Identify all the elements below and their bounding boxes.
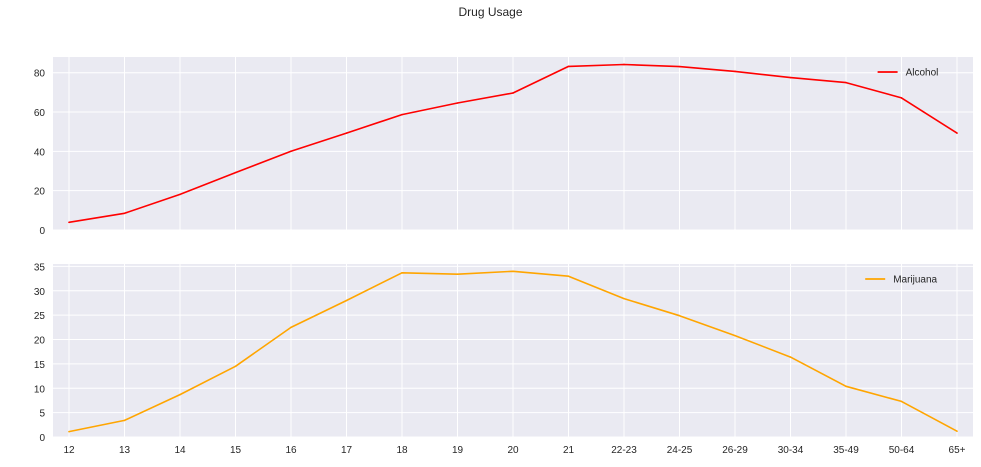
- y-tick-label: 80: [34, 69, 46, 80]
- x-tick-label: 22-23: [611, 445, 637, 456]
- y-tick-label: 60: [34, 108, 46, 119]
- data-point: [567, 275, 570, 277]
- x-tick-label: 18: [396, 445, 408, 456]
- legend-label: Marijuana: [893, 275, 937, 286]
- data-point: [345, 299, 348, 302]
- data-point: [900, 97, 903, 99]
- y-tick-label: 5: [39, 409, 45, 420]
- x-tick-label: 15: [230, 445, 242, 456]
- x-tick-label: 17: [341, 445, 353, 456]
- y-tick-label: 30: [34, 287, 46, 298]
- data-point: [567, 65, 570, 68]
- data-point: [678, 65, 681, 68]
- y-tick-label: 35: [34, 262, 46, 273]
- x-tick-label: 26-29: [722, 445, 748, 456]
- y-tick-label: 40: [34, 147, 46, 158]
- x-tick-label: 16: [285, 445, 297, 456]
- x-tick-label: 14: [174, 445, 186, 456]
- y-tick-label: 20: [34, 336, 46, 347]
- data-point: [845, 81, 847, 84]
- data-point: [401, 113, 403, 116]
- data-point: [623, 63, 625, 66]
- data-point: [789, 356, 792, 358]
- data-point: [68, 221, 70, 224]
- x-tick-label: 13: [119, 445, 131, 456]
- x-tick-label: 20: [507, 445, 519, 456]
- data-point: [290, 326, 292, 329]
- x-tick-label: 24-25: [667, 445, 693, 456]
- data-point: [290, 150, 292, 152]
- data-point: [68, 430, 70, 433]
- data-point: [234, 171, 237, 174]
- data-point: [845, 385, 847, 388]
- data-point: [123, 212, 126, 215]
- y-tick-label: 15: [34, 360, 46, 371]
- data-point: [512, 92, 514, 94]
- data-point: [789, 76, 792, 79]
- data-point: [456, 273, 459, 276]
- y-tick-label: 10: [34, 384, 46, 395]
- x-tick-label: 30-34: [778, 445, 804, 456]
- x-tick-label: 19: [452, 445, 464, 456]
- data-point: [401, 271, 403, 274]
- data-point: [123, 419, 126, 422]
- data-point: [456, 102, 459, 104]
- data-point: [956, 132, 958, 134]
- x-tick-label: 35-49: [833, 445, 859, 456]
- data-point: [678, 314, 681, 317]
- data-point: [345, 132, 348, 134]
- y-tick-label: 0: [39, 226, 45, 237]
- data-point: [734, 70, 736, 73]
- y-tick-label: 20: [34, 187, 46, 198]
- figure-title: Drug Usage: [458, 5, 523, 19]
- x-tick-label: 50-64: [889, 445, 915, 456]
- data-point: [623, 297, 625, 300]
- y-tick-label: 0: [39, 433, 45, 444]
- x-tick-label: 65+: [949, 445, 966, 456]
- data-point: [512, 270, 514, 273]
- data-point: [179, 393, 181, 396]
- data-point: [956, 430, 958, 432]
- y-tick-label: 25: [34, 311, 46, 322]
- x-tick-label: 12: [63, 445, 75, 456]
- data-point: [179, 193, 181, 196]
- x-tick-label: 21: [563, 445, 575, 456]
- legend-label: Alcohol: [906, 68, 939, 79]
- data-point: [734, 334, 736, 337]
- data-point: [900, 400, 903, 403]
- data-point: [234, 365, 237, 368]
